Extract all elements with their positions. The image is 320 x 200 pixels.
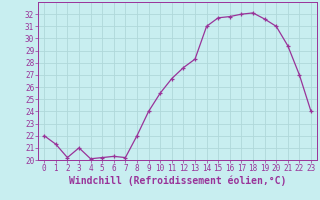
X-axis label: Windchill (Refroidissement éolien,°C): Windchill (Refroidissement éolien,°C) <box>69 176 286 186</box>
